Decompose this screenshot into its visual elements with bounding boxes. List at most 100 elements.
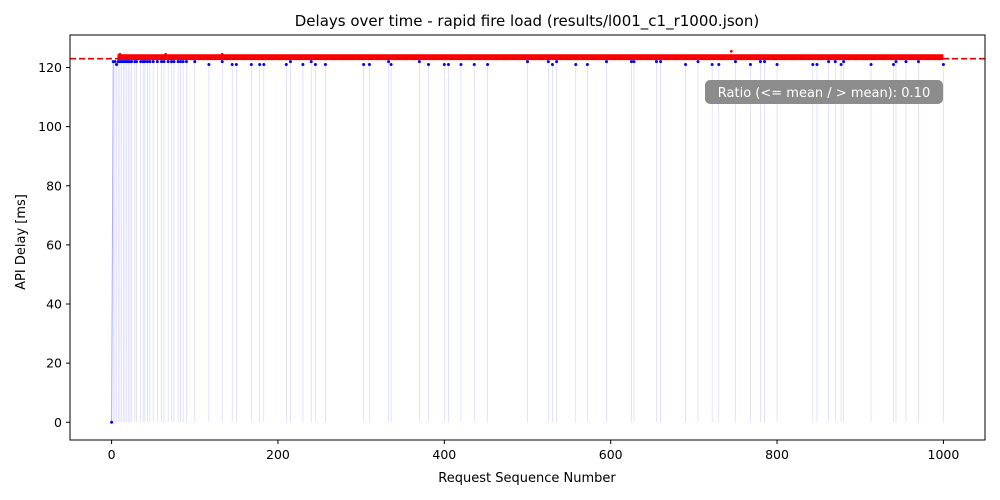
data-point <box>309 60 313 64</box>
data-point <box>733 60 737 64</box>
data-point <box>442 63 446 67</box>
y-tick-label: 40 <box>46 297 62 312</box>
data-point <box>684 63 688 67</box>
data-point <box>139 60 143 64</box>
data-point <box>313 63 317 67</box>
y-tick-label: 60 <box>46 237 62 252</box>
axes-frame <box>69 34 986 441</box>
y-axis: 0 20 40 60 80 100 120 <box>38 60 70 430</box>
x-axis-label: Request Sequence Number <box>438 471 616 486</box>
x-tick-label: 1000 <box>928 447 960 462</box>
data-point <box>135 60 139 64</box>
data-point <box>417 60 421 64</box>
data-point <box>288 60 292 64</box>
data-point <box>869 63 873 67</box>
data-point <box>632 60 636 64</box>
data-point <box>555 60 559 64</box>
data-point <box>262 63 266 67</box>
data-point <box>130 60 134 64</box>
data-point <box>486 63 490 67</box>
data-point <box>179 60 183 64</box>
data-point <box>758 60 762 64</box>
data-point <box>546 60 550 64</box>
data-point <box>748 63 752 67</box>
x-tick-label: 800 <box>765 447 789 462</box>
data-point <box>574 63 578 67</box>
data-point <box>916 60 920 64</box>
data-point <box>323 63 327 67</box>
data-point <box>892 63 895 67</box>
x-tick-label: 0 <box>108 447 116 462</box>
x-tick-label: 200 <box>266 447 290 462</box>
data-point <box>160 60 163 64</box>
data-point <box>181 60 185 64</box>
data-point <box>145 60 149 64</box>
series-line <box>111 61 114 423</box>
annotation-box <box>705 80 943 104</box>
data-point <box>301 63 305 67</box>
data-point <box>162 60 166 64</box>
data-point <box>763 60 767 64</box>
data-point <box>110 420 114 424</box>
above-mean-point <box>118 52 122 56</box>
data-point <box>155 60 159 64</box>
data-point <box>696 60 700 64</box>
data-point <box>234 63 238 67</box>
y-tick-label: 80 <box>46 178 62 193</box>
data-point <box>629 60 633 64</box>
data-point <box>654 60 658 64</box>
data-point <box>446 63 450 67</box>
data-point <box>230 63 234 67</box>
y-tick-label: 100 <box>38 119 62 134</box>
data-point <box>605 60 609 64</box>
data-point <box>717 63 721 67</box>
chart-title: Delays over time - rapid fire load (resu… <box>295 12 759 31</box>
x-tick-label: 600 <box>599 447 623 462</box>
y-tick-label: 0 <box>54 415 62 430</box>
data-point <box>526 60 529 64</box>
data-point <box>904 60 908 64</box>
annotation-text: Ratio (<= mean / > mean): 0.10 <box>718 86 930 101</box>
data-point <box>166 60 170 64</box>
data-point <box>775 63 779 67</box>
data-point <box>550 63 554 67</box>
data-point <box>367 63 371 67</box>
data-point <box>184 60 188 64</box>
data-point <box>827 60 831 64</box>
data-point <box>941 63 945 67</box>
data-point <box>710 63 714 67</box>
above-mean-point <box>220 52 224 56</box>
data-point <box>387 60 391 64</box>
data-point <box>459 63 463 67</box>
above-mean-point <box>729 49 733 53</box>
data-point <box>143 60 147 64</box>
data-point <box>894 60 898 64</box>
y-axis-label: API Delay [ms] <box>14 194 29 290</box>
data-point <box>169 60 173 64</box>
y-tick-label: 20 <box>46 356 62 371</box>
ratio-annotation: Ratio (<= mean / > mean): 0.10 <box>705 80 943 104</box>
data-point <box>284 63 288 67</box>
data-point <box>176 60 180 64</box>
data-point <box>193 60 197 64</box>
data-point <box>220 60 224 64</box>
data-point <box>172 60 176 64</box>
data-point <box>585 63 589 67</box>
data-point <box>839 63 843 67</box>
data-point <box>833 60 837 64</box>
x-axis: 0 200 400 600 800 1000 <box>108 440 960 462</box>
data-point <box>249 63 253 67</box>
data-point <box>148 60 152 64</box>
data-point <box>389 63 393 67</box>
data-point <box>842 60 846 64</box>
data-point <box>151 60 155 64</box>
data-point <box>207 63 211 67</box>
data-point <box>472 63 476 67</box>
data-point <box>362 63 366 67</box>
data-point <box>811 63 815 67</box>
data-point <box>815 63 819 67</box>
data-point <box>115 63 119 67</box>
data-point <box>258 63 262 67</box>
